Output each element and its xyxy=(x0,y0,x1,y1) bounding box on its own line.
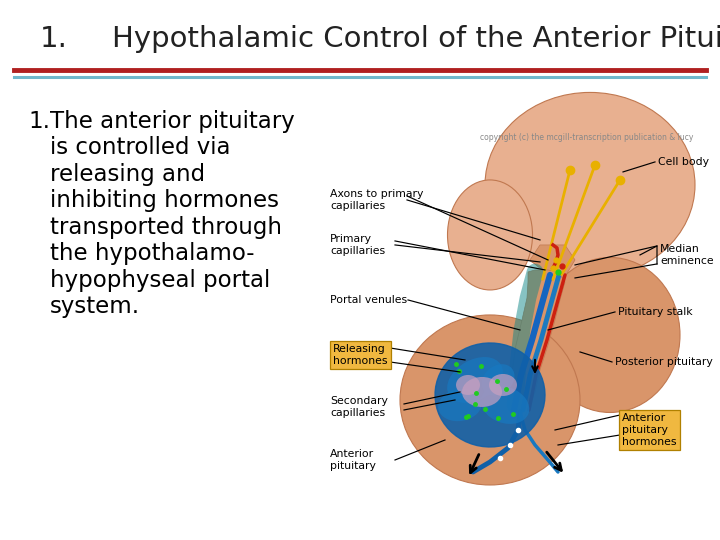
Text: inhibiting hormones: inhibiting hormones xyxy=(50,190,279,212)
Text: The anterior pituitary: The anterior pituitary xyxy=(50,110,294,133)
Ellipse shape xyxy=(489,374,517,396)
Text: copyright (c) the mcgill-transcription publication & lucy: copyright (c) the mcgill-transcription p… xyxy=(480,133,693,143)
Text: Anterior
pituitary
hormones: Anterior pituitary hormones xyxy=(622,414,677,447)
Text: Primary
capillaries: Primary capillaries xyxy=(330,234,385,256)
Polygon shape xyxy=(435,343,545,447)
Polygon shape xyxy=(530,245,575,285)
Text: Anterior
pituitary: Anterior pituitary xyxy=(330,449,376,471)
Polygon shape xyxy=(510,270,565,420)
Ellipse shape xyxy=(456,375,480,395)
Ellipse shape xyxy=(485,92,695,278)
Text: Portal venules: Portal venules xyxy=(330,295,407,305)
Text: Posterior pituitary: Posterior pituitary xyxy=(615,357,713,367)
Ellipse shape xyxy=(481,386,529,424)
Text: Hypothalamic Control of the Anterior Pituitary: Hypothalamic Control of the Anterior Pit… xyxy=(112,25,720,53)
Text: Cell body: Cell body xyxy=(658,157,709,167)
Ellipse shape xyxy=(438,389,482,421)
Ellipse shape xyxy=(447,357,503,403)
Text: hypophyseal portal: hypophyseal portal xyxy=(50,269,270,292)
Ellipse shape xyxy=(400,315,580,485)
Text: Median
eminence: Median eminence xyxy=(660,244,714,266)
Ellipse shape xyxy=(462,377,502,407)
Text: Releasing
hormones: Releasing hormones xyxy=(333,344,387,366)
Text: the hypothalamo-: the hypothalamo- xyxy=(50,242,254,266)
Ellipse shape xyxy=(482,364,515,396)
Ellipse shape xyxy=(448,180,533,290)
Text: 1.: 1. xyxy=(28,110,50,133)
Text: Pituitary stalk: Pituitary stalk xyxy=(618,307,693,317)
Ellipse shape xyxy=(540,258,680,413)
Text: Secondary
capillaries: Secondary capillaries xyxy=(330,396,388,418)
Text: is controlled via: is controlled via xyxy=(50,137,230,159)
Text: 1.: 1. xyxy=(40,25,68,53)
Text: system.: system. xyxy=(50,295,140,319)
Text: Axons to primary
capillaries: Axons to primary capillaries xyxy=(330,189,423,211)
Text: transported through: transported through xyxy=(50,216,282,239)
Text: releasing and: releasing and xyxy=(50,163,205,186)
